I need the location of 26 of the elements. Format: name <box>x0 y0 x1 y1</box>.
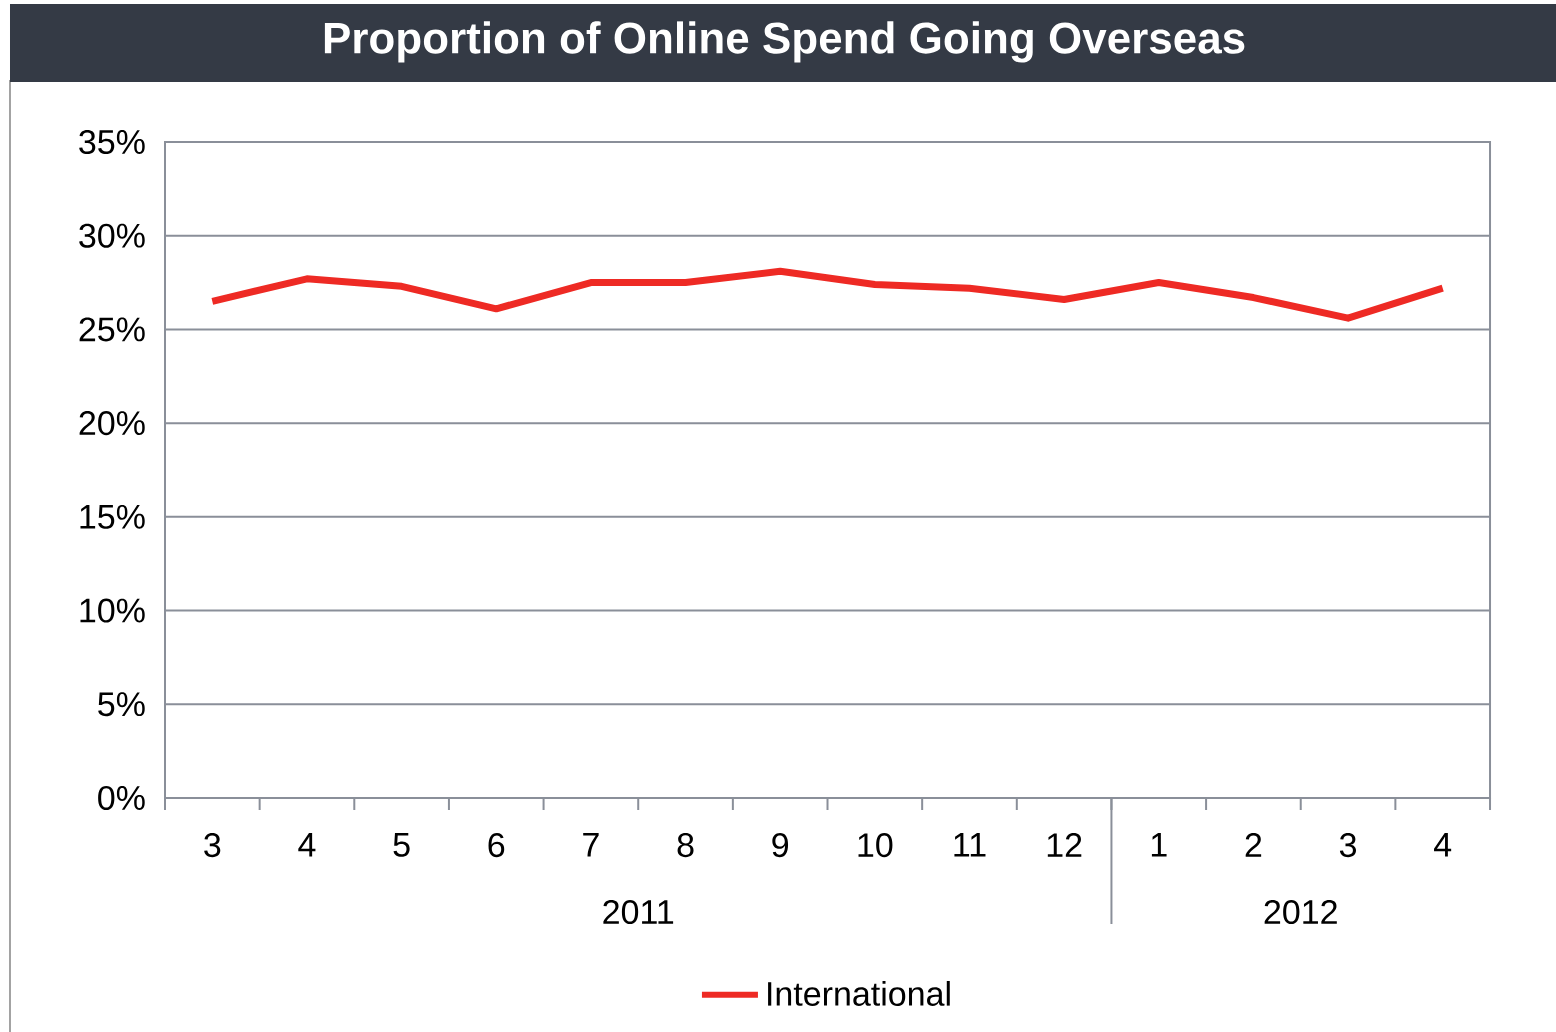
text: 2012 <box>1264 899 1337 925</box>
y-tick-label: 20% <box>79 411 145 436</box>
x-tick-label: 7 <box>583 833 599 857</box>
x-tick-label: 5 <box>393 833 410 857</box>
y-tick-label: 35% <box>79 129 145 155</box>
x-tick-label: 10 <box>858 833 893 858</box>
x-tick-label: 3 <box>1339 833 1357 858</box>
x-tick-label: 4 <box>298 833 316 857</box>
y-tick-label: 15% <box>80 504 145 529</box>
legend-label: International <box>768 981 950 1006</box>
x-tick-label: 8 <box>677 833 694 858</box>
text: 2011 <box>603 899 674 925</box>
x-tick-label: 4 <box>1434 833 1452 857</box>
x-tick-label: 11 <box>954 833 986 857</box>
y-tick-label: 10% <box>80 598 145 623</box>
y-tick-label: 25% <box>79 317 145 342</box>
x-tick-label: 1 <box>1151 833 1167 857</box>
x-tick-label: 9 <box>772 833 789 858</box>
x-tick-label: 3 <box>204 833 221 858</box>
y-tick-label: 30% <box>79 223 145 248</box>
x-tick-label: 2 <box>1245 833 1262 857</box>
x-tick-label: 12 <box>1047 833 1082 857</box>
y-tick-label: 0% <box>98 785 145 811</box>
y-tick-label: 5% <box>98 692 145 717</box>
x-tick-label: 6 <box>488 833 505 858</box>
chart-title: Proportion of Online Spend Going Overseas <box>324 21 1245 63</box>
